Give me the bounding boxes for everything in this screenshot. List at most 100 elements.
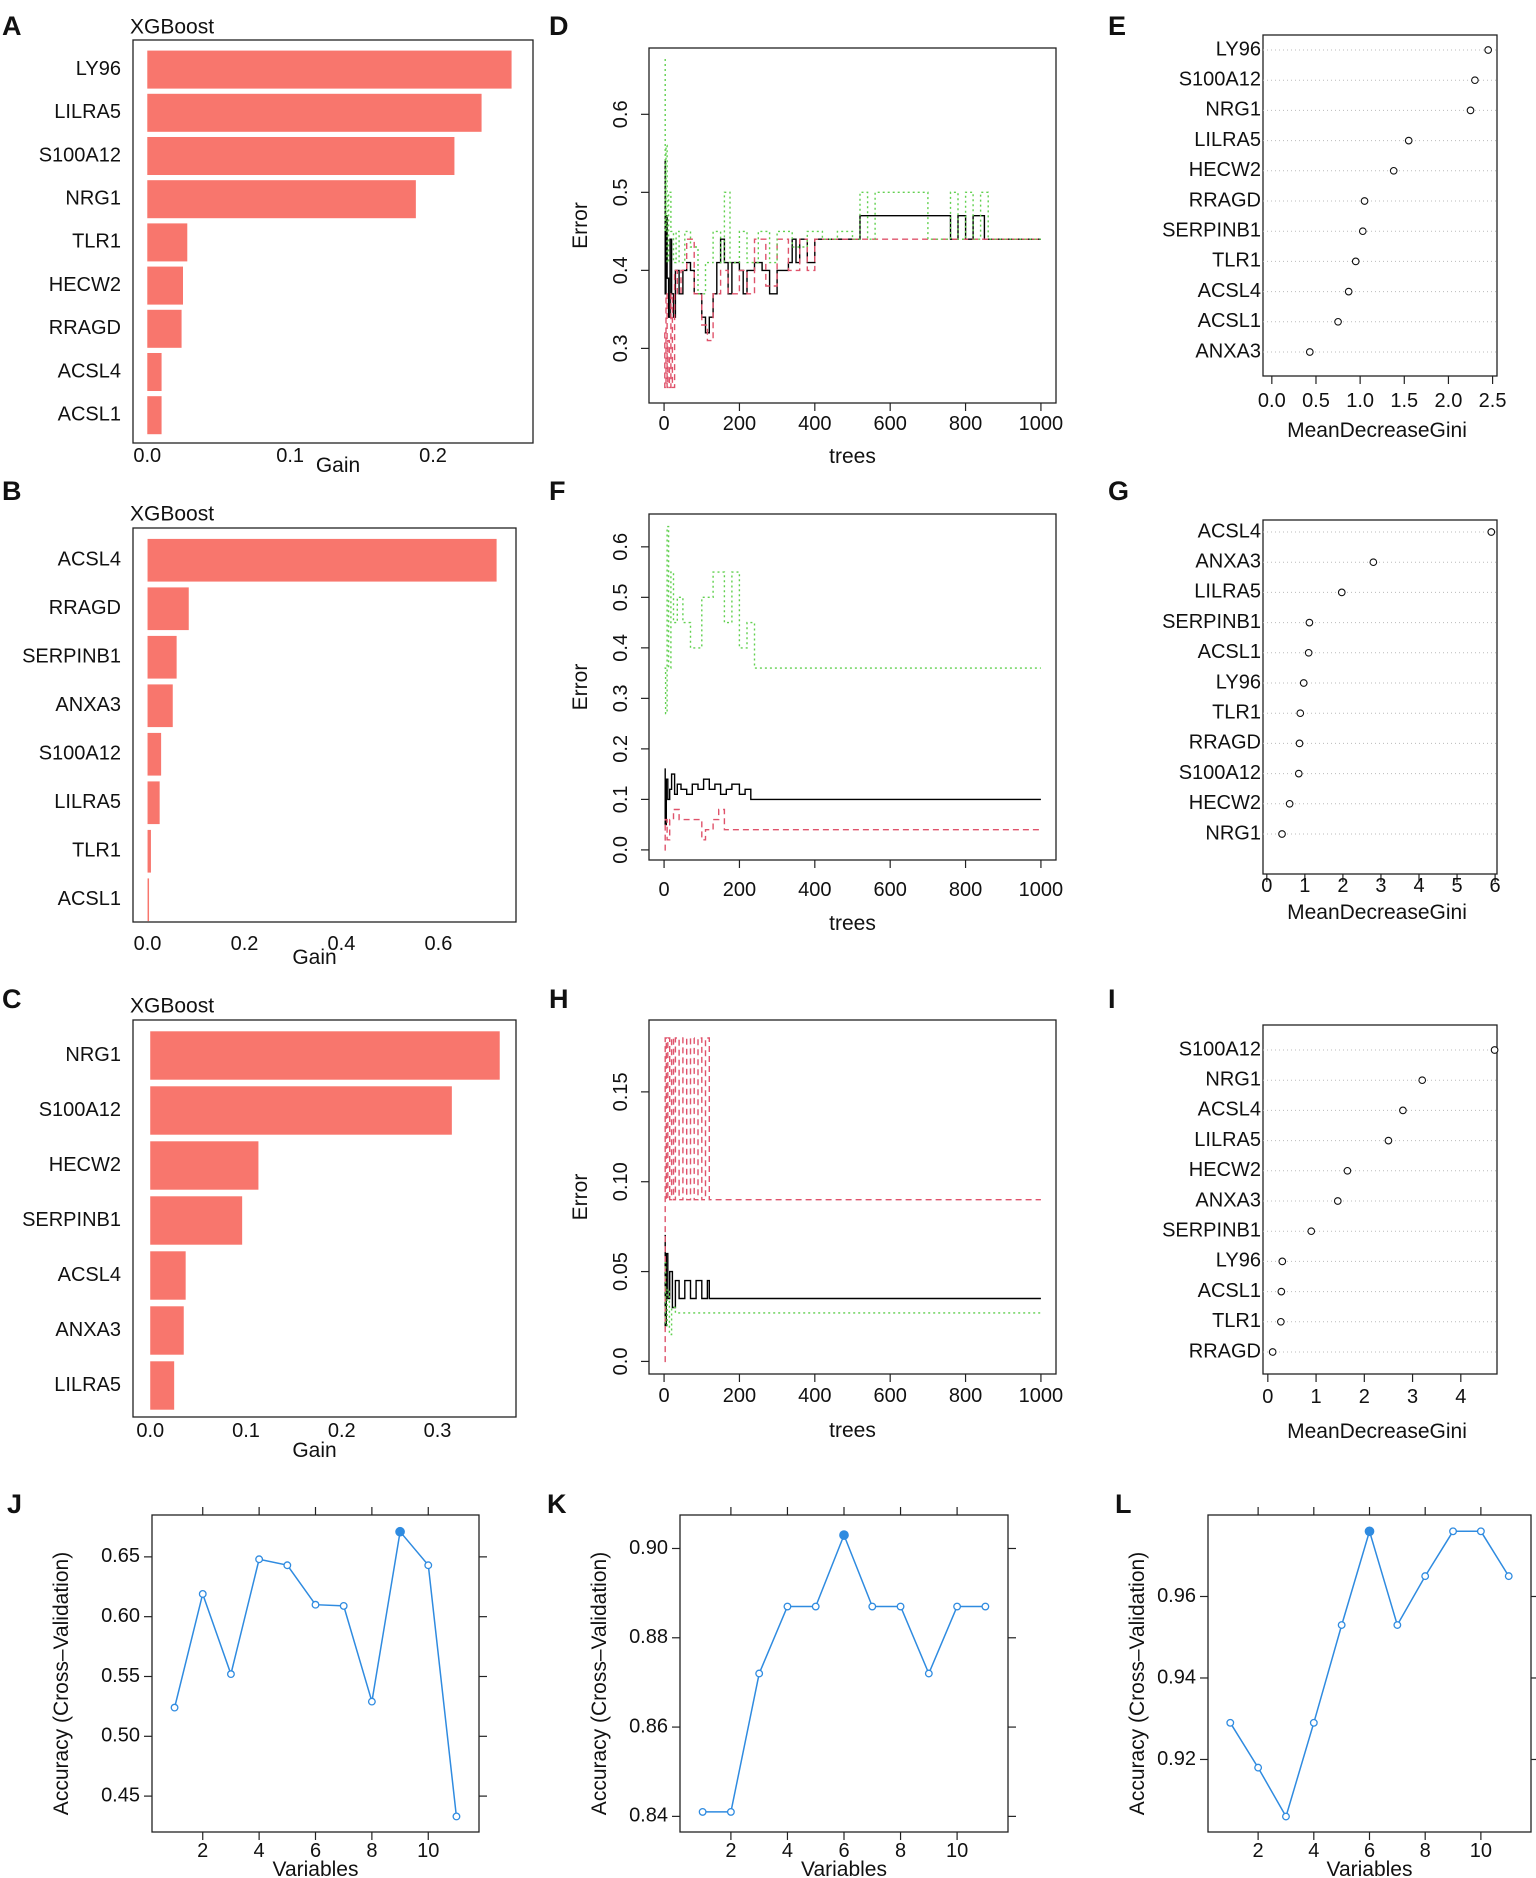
x-tick-label: 0.3 — [424, 1420, 452, 1442]
x-axis-title: MeanDecreaseGini — [1287, 901, 1467, 924]
bar-label: LY96 — [76, 58, 121, 80]
bar-hecw2 — [147, 266, 183, 305]
series-line-class-2 — [664, 59, 1041, 295]
dot-acsl4 — [1487, 528, 1496, 536]
y-tick-label: 0.5 — [610, 178, 632, 206]
dot-lilra5 — [1384, 1136, 1393, 1145]
x-tick-label: 8 — [1420, 1840, 1431, 1862]
dot-label: ACSL1 — [1198, 310, 1261, 332]
x-tick-label: 1000 — [1019, 413, 1064, 435]
plot-frame — [132, 1019, 517, 1418]
x-tick-label: 10 — [417, 1840, 439, 1862]
y-tick-label: 0.96 — [1157, 1585, 1196, 1607]
x-axis-title: Variables — [273, 1858, 359, 1878]
x-tick-label: 3 — [1407, 1386, 1418, 1408]
x-tick-label: 6 — [1490, 875, 1501, 897]
dot-label: ANXA3 — [1195, 1189, 1261, 1211]
x-tick-label: 2 — [725, 1840, 736, 1862]
dot-label: RRAGD — [1189, 1340, 1261, 1362]
y-tick-label: 0.86 — [629, 1715, 668, 1737]
x-tick-label: 2 — [197, 1840, 208, 1862]
x-axis-title: Variables — [1327, 1858, 1413, 1878]
x-tick-label: 200 — [723, 413, 756, 435]
bar-label: NRG1 — [65, 187, 121, 209]
y-axis-title: Error — [569, 1174, 592, 1221]
dot-s100a12 — [1471, 76, 1479, 85]
x-tick-label: 0.2 — [231, 933, 259, 955]
accuracy-point — [424, 1561, 433, 1570]
y-tick-label: 0.94 — [1157, 1666, 1196, 1688]
accuracy-point — [1504, 1572, 1513, 1581]
bar-label: ACSL1 — [58, 888, 121, 910]
accuracy-point — [953, 1602, 962, 1611]
dot-label: LY96 — [1216, 671, 1261, 693]
x-tick-label: 8 — [895, 1840, 906, 1862]
x-tick-label: 0.5 — [1302, 390, 1330, 412]
accuracy-point — [783, 1602, 792, 1611]
bar-nrg1 — [150, 1031, 500, 1080]
dot-label: SERPINB1 — [1162, 219, 1261, 241]
bar-label: ACSL4 — [58, 360, 121, 382]
x-tick-label: 4 — [254, 1840, 265, 1862]
x-tick-label: 6 — [1364, 1840, 1375, 1862]
dot-rragd — [1295, 739, 1304, 748]
dot-tlr1 — [1351, 257, 1360, 266]
accuracy-point — [198, 1590, 207, 1598]
y-tick-label: 0.65 — [101, 1545, 140, 1567]
dot-label: SERPINB1 — [1162, 611, 1261, 633]
dot-label: S100A12 — [1179, 1038, 1261, 1060]
y-tick-label: 0.60 — [101, 1605, 140, 1627]
x-tick-label: 0.4 — [328, 933, 356, 955]
bar-s100a12 — [147, 732, 162, 776]
x-tick-label: 1.5 — [1390, 390, 1418, 412]
x-tick-label: 0 — [659, 413, 670, 435]
panel-i-gini: I S100A12 NRG1 ACSL4 LILRA5 HECW2 ANXA3 SERPINB… — [1108, 984, 1499, 1443]
y-tick-label: 0.5 — [610, 583, 632, 611]
accuracy-point — [1309, 1718, 1318, 1727]
series-line-class-1 — [664, 808, 1041, 851]
panel-l-rfe: L 2 4 6 8 10 0.92 0.94 0.96 Variables Accuracy (Cr… — [1115, 1489, 1536, 1878]
bar-label: ACSL4 — [58, 549, 121, 571]
y-tick-label: 0.4 — [610, 634, 632, 662]
y-tick-label: 0.55 — [101, 1665, 140, 1687]
x-tick-label: 0 — [1262, 1386, 1273, 1408]
x-tick-label: 2.0 — [1435, 390, 1463, 412]
x-tick-label: 0.0 — [133, 445, 161, 467]
accuracy-point — [255, 1555, 264, 1564]
dot-label: HECW2 — [1189, 792, 1261, 814]
plot-frame — [1262, 519, 1498, 875]
panel-g-gini: G ACSL4 ANXA3 LILRA5 SERPINB1 ACSL1 LY96 TLR1 RR… — [1108, 476, 1501, 924]
dot-label: TLR1 — [1212, 701, 1261, 723]
bar-lilra5 — [150, 1361, 175, 1410]
bar-label: ANXA3 — [55, 694, 121, 716]
series-line-oob — [664, 768, 1041, 826]
series-line-oob — [664, 1234, 1041, 1327]
accuracy-point — [1226, 1718, 1235, 1727]
dot-serpinb1 — [1358, 227, 1367, 236]
bar-hecw2 — [150, 1141, 259, 1190]
bar-label: ACSL4 — [58, 1264, 121, 1286]
bar-label: TLR1 — [72, 231, 121, 253]
bar-acsl4 — [150, 1251, 186, 1300]
dot-acsl4 — [1399, 1106, 1407, 1115]
accuracy-point — [1476, 1527, 1485, 1536]
panel-label: C — [2, 984, 22, 1014]
y-tick-label: 0.84 — [629, 1805, 668, 1827]
x-tick-label: 0 — [659, 1385, 670, 1407]
x-axis-title: MeanDecreaseGini — [1287, 1420, 1467, 1443]
bar-label: S100A12 — [39, 144, 121, 166]
accuracy-point — [1393, 1621, 1402, 1629]
y-tick-label: 0.0 — [610, 836, 632, 864]
best-point — [839, 1530, 849, 1540]
y-tick-label: 0.90 — [629, 1537, 668, 1559]
bar-tlr1 — [147, 829, 151, 873]
dot-label: ACSL4 — [1198, 280, 1261, 302]
accuracy-point — [1421, 1572, 1430, 1581]
x-tick-label: 3 — [1375, 875, 1386, 897]
panel-label: A — [2, 11, 22, 41]
bar-acsl1 — [147, 396, 162, 435]
bar-nrg1 — [147, 180, 416, 219]
x-tick-label: 2 — [1253, 1840, 1264, 1862]
x-tick-label: 2 — [1337, 875, 1348, 897]
panel-label: I — [1108, 984, 1116, 1014]
